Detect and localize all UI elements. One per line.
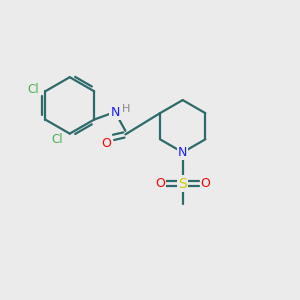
Text: N: N [178,146,188,159]
Text: O: O [201,177,211,190]
Text: Cl: Cl [52,133,63,146]
Text: H: H [122,104,130,114]
Text: N: N [110,106,120,118]
Text: S: S [178,177,187,190]
Text: Cl: Cl [27,83,39,96]
Text: O: O [101,137,111,150]
Text: O: O [155,177,165,190]
